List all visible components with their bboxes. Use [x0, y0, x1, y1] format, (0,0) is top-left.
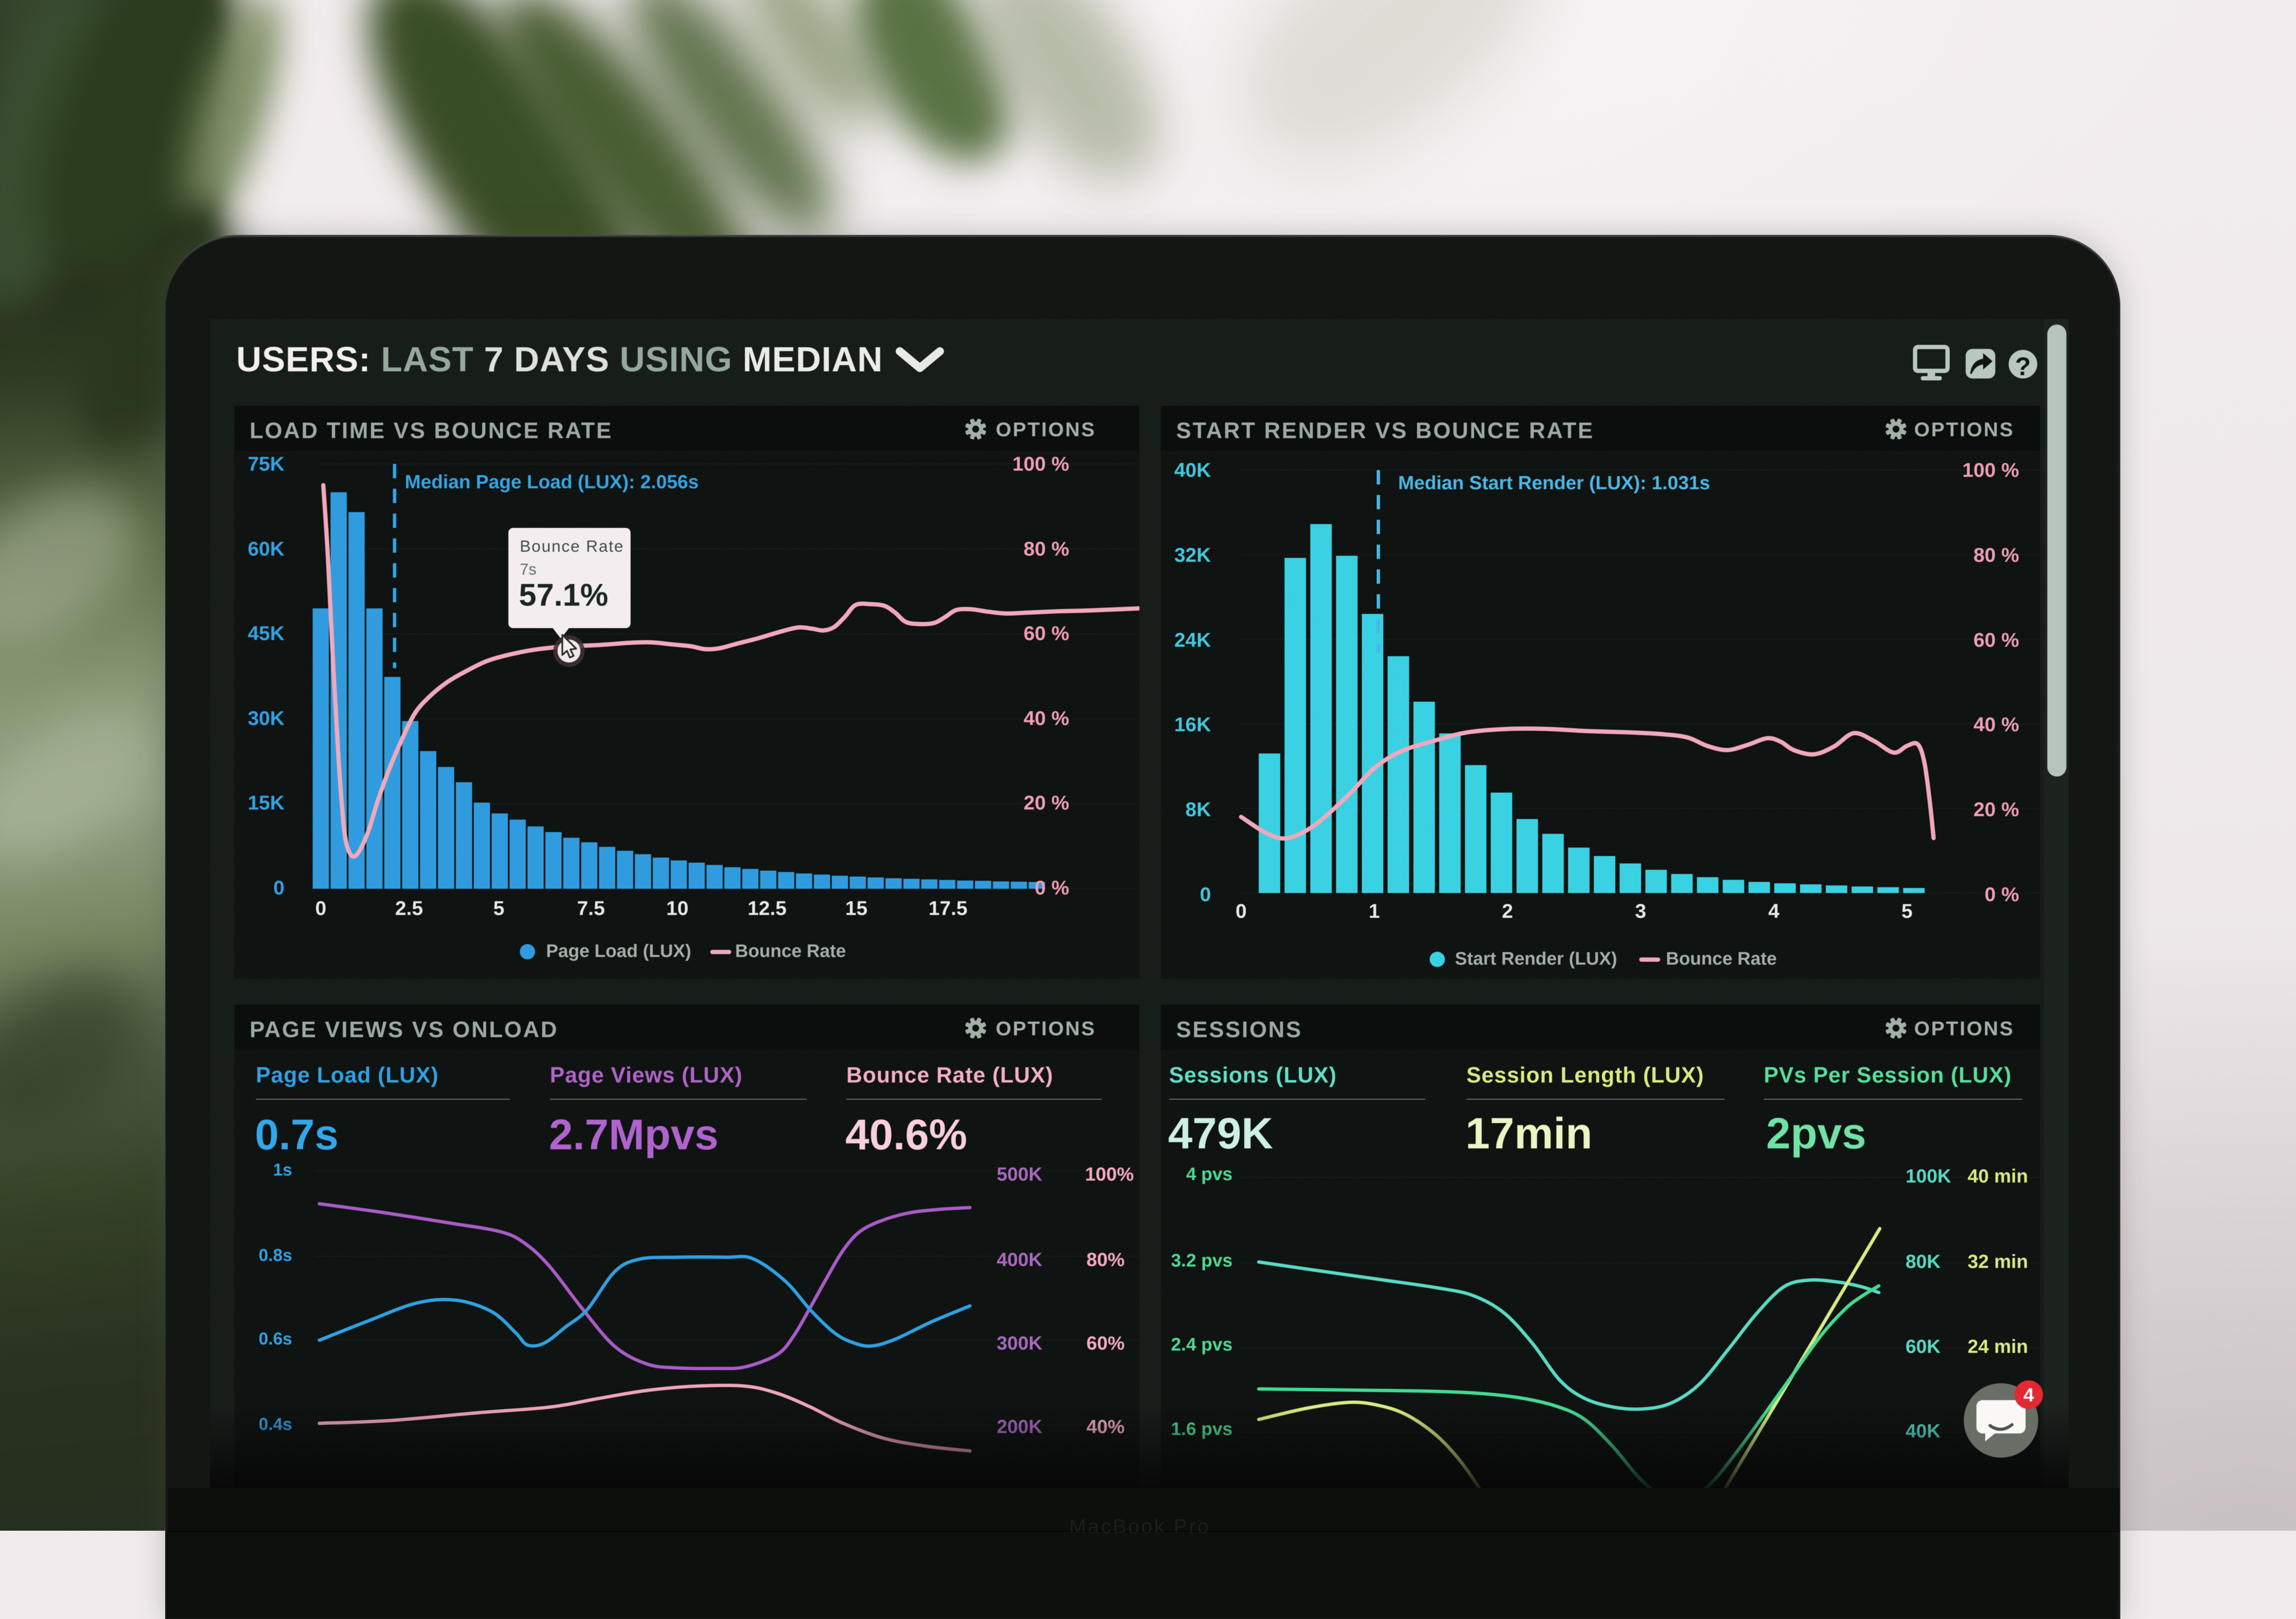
svg-text:4: 4 [2023, 1385, 2034, 1406]
svg-text:?: ? [2015, 352, 2031, 381]
